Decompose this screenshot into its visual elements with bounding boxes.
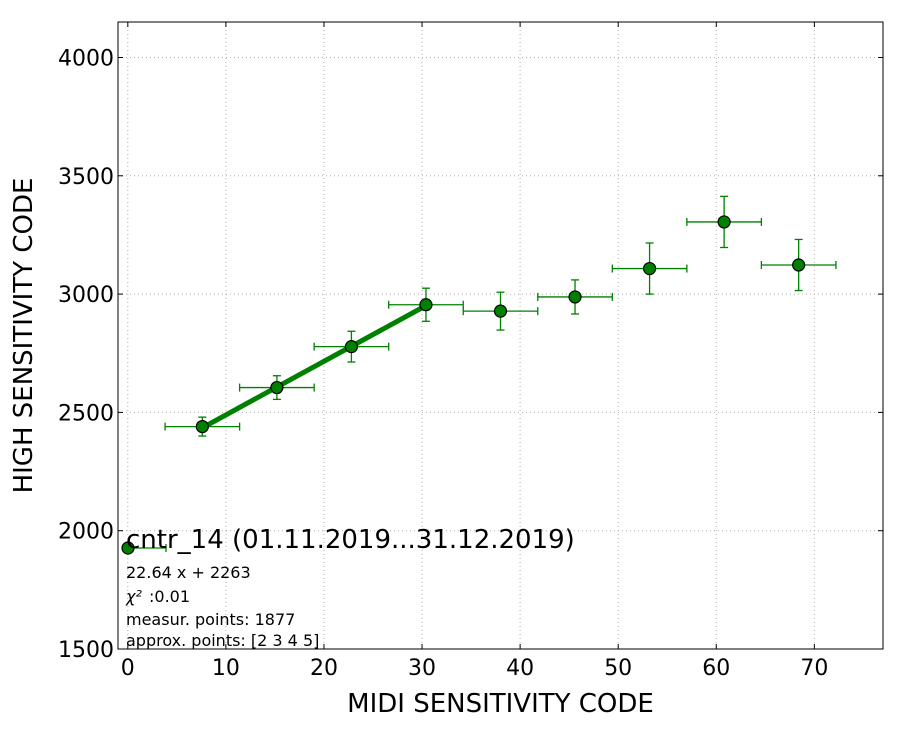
y-tick-label: 1500 xyxy=(58,638,114,663)
x-tick-label: 70 xyxy=(800,656,828,681)
legend: cntr_14 (01.11.2019...31.12.2019) 22.64 x… xyxy=(121,525,575,650)
x-tick-label: 10 xyxy=(212,656,240,681)
legend-line: measur. points: 1877 xyxy=(126,610,295,629)
plot-frame xyxy=(117,21,884,650)
x-tick-label: 60 xyxy=(702,656,730,681)
y-tick-label: 3000 xyxy=(58,283,114,308)
x-tick-label: 0 xyxy=(121,656,135,681)
point-marker xyxy=(493,304,508,318)
data-points xyxy=(164,195,837,437)
x-axis-label: MIDI SENSITIVITY CODE xyxy=(347,689,654,719)
x-tick-label: 40 xyxy=(506,656,534,681)
point-marker xyxy=(717,215,731,229)
point-marker xyxy=(792,258,806,272)
y-tick-label: 2500 xyxy=(58,401,114,426)
legend-title: cntr_14 (01.11.2019...31.12.2019) xyxy=(126,525,575,555)
fit-line xyxy=(199,303,429,431)
point-marker xyxy=(568,290,582,304)
x-tick-label: 30 xyxy=(408,656,436,681)
point-marker xyxy=(344,340,359,354)
legend-chi-symbol: χ² xyxy=(125,587,142,606)
y-tick-label: 4000 xyxy=(58,46,114,71)
y-tick-label: 3500 xyxy=(58,165,114,190)
legend-line: 22.64 x + 2263 xyxy=(126,563,251,582)
legend-marker xyxy=(121,541,135,555)
legend-line: approx. points: [2 3 4 5] xyxy=(126,631,319,650)
data-point xyxy=(760,238,837,292)
axis-ticks: 0 10 20 30 40 50 60 70 1500 2000 2500 3000 3500 4000 xyxy=(58,22,883,681)
data-point xyxy=(164,416,241,437)
data-point xyxy=(313,330,390,363)
data-point xyxy=(238,375,315,401)
data-point xyxy=(537,279,613,315)
data-point xyxy=(462,291,539,331)
y-axis-label: HIGH SENSITIVITY CODE xyxy=(9,178,39,494)
fit-line-group xyxy=(199,303,429,431)
data-point xyxy=(686,195,763,249)
grid xyxy=(118,22,883,650)
point-marker xyxy=(195,419,209,434)
y-tick-label: 2000 xyxy=(58,520,114,545)
point-marker xyxy=(642,261,657,276)
data-point xyxy=(611,242,688,295)
legend-line: :0.01 xyxy=(149,587,190,606)
data-point xyxy=(388,287,464,322)
point-marker xyxy=(419,298,433,312)
x-tick-label: 50 xyxy=(604,656,632,681)
x-tick-label: 20 xyxy=(310,656,338,681)
point-marker xyxy=(270,380,284,395)
